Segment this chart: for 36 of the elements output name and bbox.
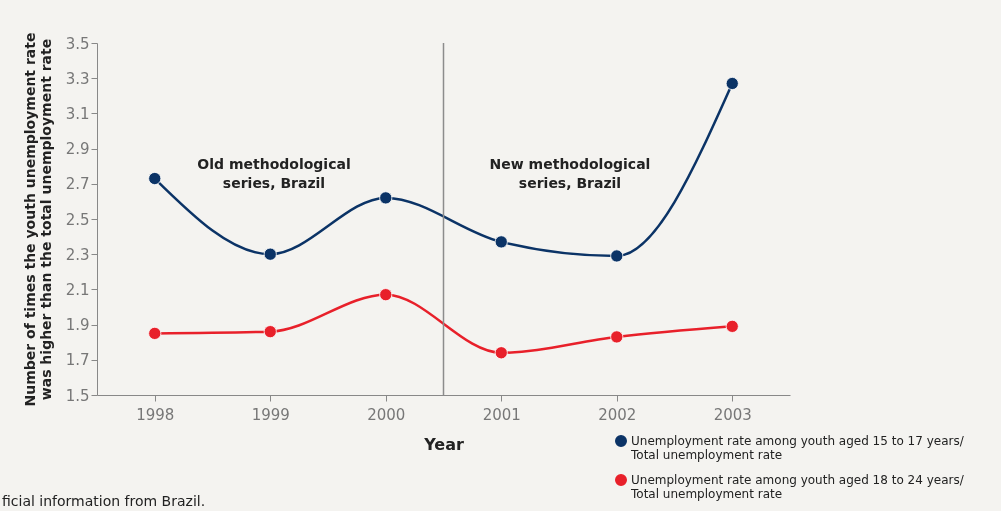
annotation: Old methodological series, Brazil bbox=[197, 156, 351, 191]
point bbox=[494, 235, 508, 249]
point bbox=[263, 247, 277, 261]
legend-label: Unemployment rate among youth aged 15 to 17 years/ Total unemployment rate bbox=[630, 434, 965, 462]
legend-label: Unemployment rate among youth aged 18 to 24 years/ Total unemployment rate bbox=[630, 473, 965, 501]
point bbox=[148, 326, 162, 340]
annotation: New methodological series, Brazil bbox=[489, 156, 651, 191]
x-tick-label: 2000 bbox=[367, 405, 406, 424]
y-tick-label: 3.3 bbox=[65, 69, 90, 88]
point bbox=[263, 325, 277, 339]
point bbox=[379, 191, 393, 205]
point bbox=[148, 172, 162, 186]
x-tick-label: 2002 bbox=[598, 405, 637, 424]
point bbox=[494, 346, 508, 360]
point bbox=[610, 330, 624, 344]
y-tick-label: 1.5 bbox=[65, 386, 90, 405]
y-tick-label: 2.3 bbox=[65, 245, 90, 264]
point bbox=[725, 76, 739, 90]
y-tick-label: 2.9 bbox=[65, 140, 90, 159]
y-tick-label: 3.5 bbox=[65, 34, 90, 53]
point bbox=[610, 249, 624, 263]
y-tick-label: 2.7 bbox=[65, 175, 90, 194]
y-tick-label: 2.1 bbox=[65, 280, 90, 299]
y-tick-label: 1.7 bbox=[65, 351, 90, 370]
y-tick-label: 2.5 bbox=[65, 210, 90, 229]
x-axis-title: Year bbox=[423, 434, 464, 454]
text: ficial information from Brazil. bbox=[2, 493, 206, 509]
x-tick-label: 1999 bbox=[251, 405, 290, 424]
x-tick-label: 2003 bbox=[713, 405, 752, 424]
point bbox=[379, 288, 393, 302]
x-tick-label: 2001 bbox=[482, 405, 521, 424]
y-tick-label: 3.1 bbox=[65, 104, 90, 123]
point bbox=[725, 319, 739, 333]
y-tick-label: 1.9 bbox=[65, 316, 90, 335]
x-tick-label: 1998 bbox=[136, 405, 175, 424]
y-axis-title: Number of times the youth unemployment rate was higher than the total unemployment rate bbox=[21, 32, 54, 407]
